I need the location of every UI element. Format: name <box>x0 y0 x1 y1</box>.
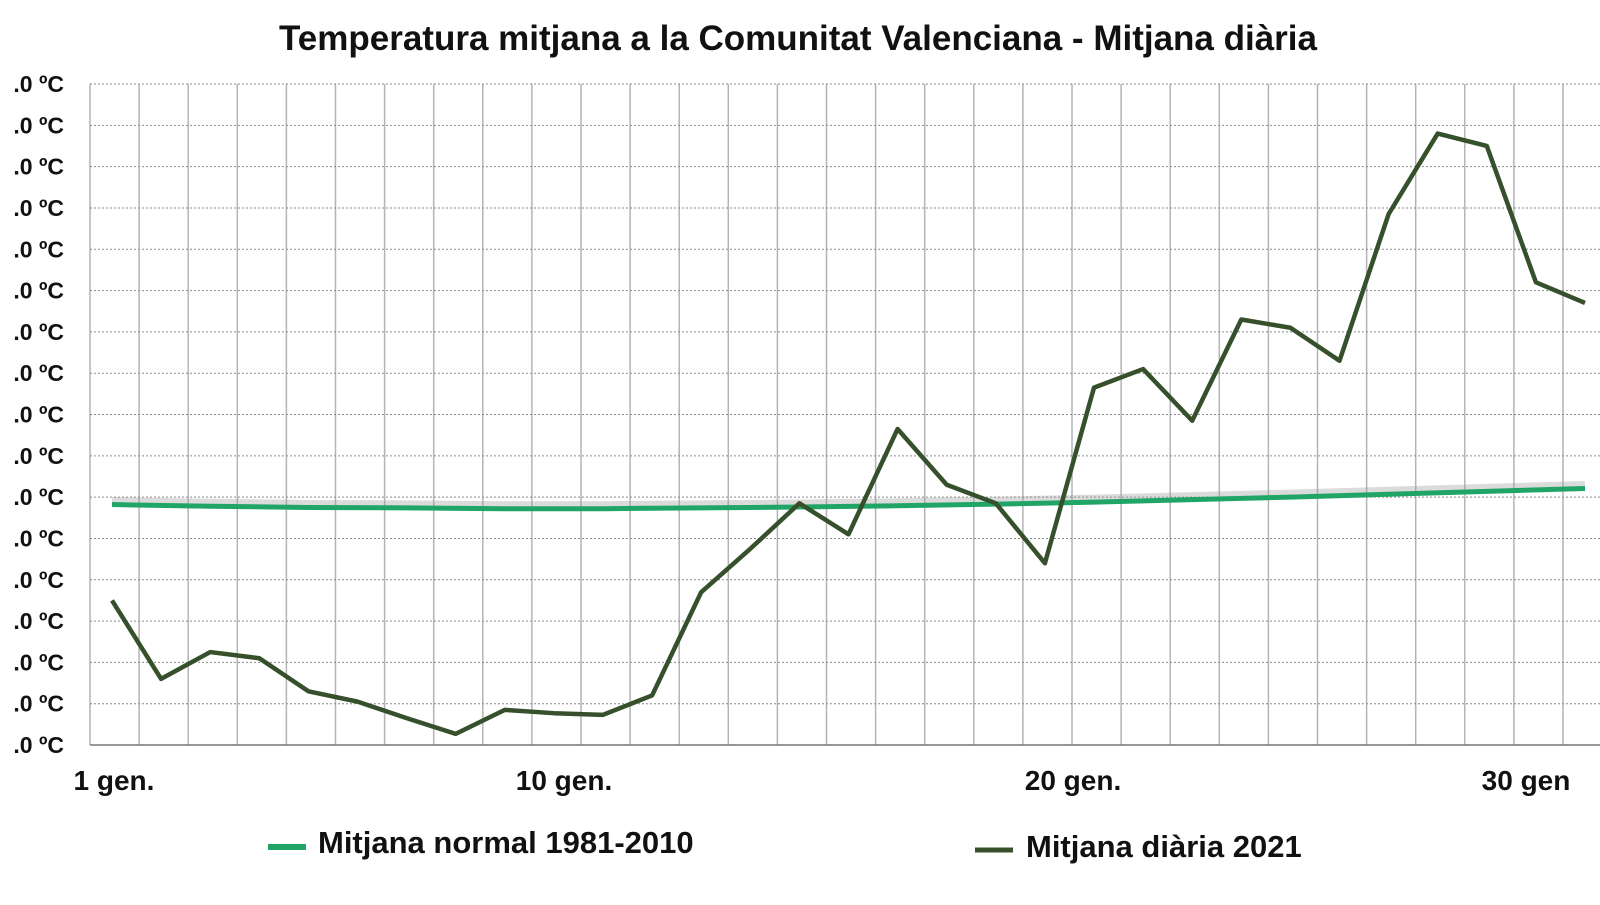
x-tick-label: 10 gen. <box>516 765 612 796</box>
y-tick-label: .0 ºC <box>13 112 64 138</box>
y-tick-label: .0 ºC <box>13 360 64 386</box>
x-axis-ticks: 1 gen. 10 gen. 20 gen. 30 gen <box>74 765 1571 796</box>
y-tick-label: .0 ºC <box>13 525 64 551</box>
y-tick-label: .0 ºC <box>13 732 64 758</box>
series-line-shadow <box>111 480 1586 511</box>
series-line-mitjana-normal <box>111 485 1586 512</box>
y-axis-ticks: .0 ºC .0 ºC .0 ºC .0 ºC .0 ºC .0 ºC .0 ºC .0 ºC… <box>13 71 64 758</box>
legend: Mitjana normal 1981-2010 Mitjana diària 2… <box>268 825 1302 864</box>
y-tick-label: .0 ºC <box>13 236 64 262</box>
y-tick-label: .0 ºC <box>13 319 64 345</box>
x-tick-label: 30 gen <box>1482 765 1571 796</box>
y-tick-label: .0 ºC <box>13 195 64 221</box>
y-tick-label: .0 ºC <box>13 484 64 510</box>
x-tick-label: 1 gen. <box>74 765 155 796</box>
series-line-mitjana-diaria-2021 <box>110 131 1586 737</box>
y-tick-label: .0 ºC <box>13 691 64 717</box>
y-tick-label: .0 ºC <box>13 567 64 593</box>
chart-title: Temperatura mitjana a la Comunitat Valen… <box>279 19 1318 58</box>
x-tick-label: 20 gen. <box>1025 765 1121 796</box>
y-tick-label: .0 ºC <box>13 71 64 97</box>
series-lines <box>110 131 1586 737</box>
grid <box>89 83 1600 746</box>
y-tick-label: .0 ºC <box>13 278 64 304</box>
y-tick-label: .0 ºC <box>13 649 64 675</box>
y-tick-label: .0 ºC <box>13 154 64 180</box>
legend-label-daily: Mitjana diària 2021 <box>1026 829 1302 864</box>
y-tick-label: .0 ºC <box>13 443 64 469</box>
y-tick-label: .0 ºC <box>13 402 64 428</box>
legend-label-normal: Mitjana normal 1981-2010 <box>318 825 694 860</box>
y-tick-label: .0 ºC <box>13 608 64 634</box>
